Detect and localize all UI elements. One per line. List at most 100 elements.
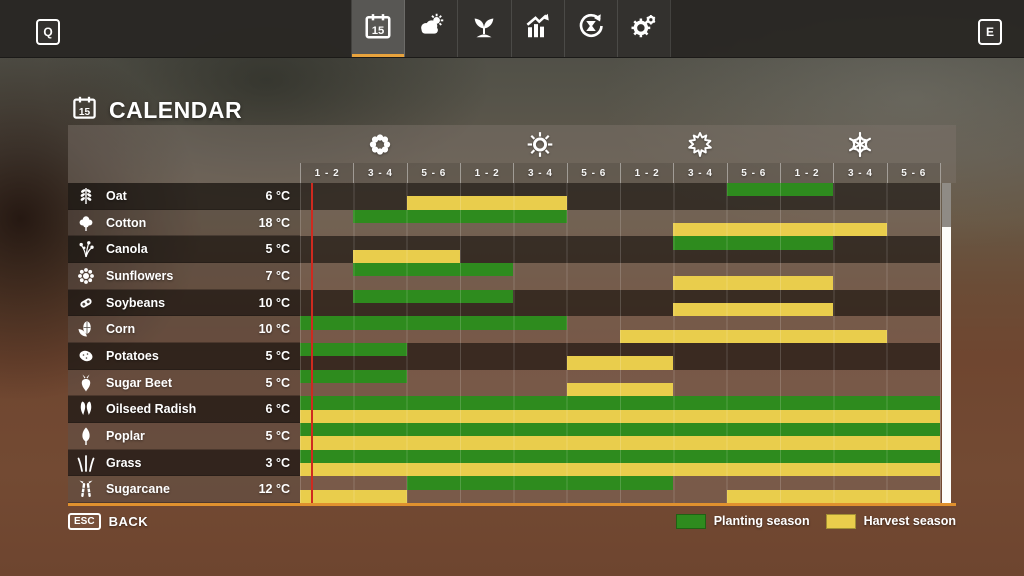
planting-season-bar xyxy=(726,183,834,197)
month-label: 5 - 6 xyxy=(886,163,940,183)
harvest-season-bar xyxy=(406,196,567,210)
sunflower-icon xyxy=(74,264,98,288)
scrollbar[interactable] xyxy=(942,183,951,503)
tab-crop-rotation[interactable] xyxy=(564,0,618,57)
crop-name: Oilseed Radish xyxy=(106,402,197,417)
corn-icon xyxy=(74,317,98,341)
crop-season-lane xyxy=(300,423,940,450)
crop-season-lane xyxy=(300,183,940,210)
harvest-season-bar xyxy=(673,276,834,290)
sugar-beet-icon xyxy=(74,371,98,395)
harvest-season-bar xyxy=(300,489,407,504)
crop-label: Oat 6 °C xyxy=(68,183,300,210)
planting-season-bar xyxy=(353,289,514,304)
tab-calendar[interactable]: 15 xyxy=(352,0,406,57)
crop-row: Soybeans 10 °C xyxy=(68,289,940,317)
top-bar: Q 15 E xyxy=(0,0,1024,58)
footer-bar: ESC BACK Planting season Harvest season xyxy=(68,509,956,533)
crop-name: Soybeans xyxy=(106,295,166,310)
crop-min-temperature: 12 °C xyxy=(258,482,290,497)
crop-label: Sugarcane 12 °C xyxy=(68,476,300,504)
crop-row: Canola 5 °C xyxy=(68,236,940,264)
crop-season-lane xyxy=(300,209,940,237)
crop-season-lane xyxy=(300,369,940,397)
crop-name: Sugarcane xyxy=(106,482,170,497)
crop-min-temperature: 5 °C xyxy=(265,242,290,257)
tab-weather[interactable] xyxy=(405,0,459,57)
panel-bottom-border xyxy=(68,503,956,506)
crop-min-temperature: 10 °C xyxy=(258,322,290,337)
crop-name: Grass xyxy=(106,455,142,470)
crop-label: Canola 5 °C xyxy=(68,236,300,264)
planting-season-bar xyxy=(300,316,567,330)
potato-icon xyxy=(74,344,98,368)
crop-min-temperature: 10 °C xyxy=(258,295,290,310)
harvest-season-bar xyxy=(566,383,674,397)
crop-row: Oat 6 °C xyxy=(68,183,940,210)
oat-icon xyxy=(74,184,98,208)
crop-season-lane xyxy=(300,476,940,504)
back-label: BACK xyxy=(108,513,149,529)
snowflake-icon xyxy=(846,130,875,164)
crop-row: Sugarcane 12 °C xyxy=(68,476,940,504)
key-hint-e[interactable]: E xyxy=(978,19,1002,45)
crop-name: Canola xyxy=(106,242,148,257)
flower-icon xyxy=(366,130,395,164)
legend-swatch xyxy=(675,513,706,529)
current-date-line xyxy=(311,183,313,506)
tab-crops[interactable] xyxy=(458,0,512,57)
planting-season-bar xyxy=(300,369,407,384)
crop-row: Grass 3 °C xyxy=(68,449,940,477)
legend-label: Planting season xyxy=(713,514,810,528)
crop-min-temperature: 6 °C xyxy=(265,402,290,417)
month-label: 3 - 4 xyxy=(513,163,566,183)
page-header: 15 CALENDAR xyxy=(71,94,242,126)
month-label: 3 - 4 xyxy=(833,163,886,183)
sun-icon xyxy=(526,130,555,164)
crop-season-lane xyxy=(300,316,940,344)
key-hint-q-label: Q xyxy=(43,25,53,39)
crop-row: Potatoes 5 °C xyxy=(68,343,940,370)
crop-rotation-icon xyxy=(576,11,606,46)
key-hint-e-label: E xyxy=(985,25,994,39)
planting-season-bar xyxy=(673,236,834,250)
crop-season-lane xyxy=(300,396,940,424)
crop-label: Oilseed Radish 6 °C xyxy=(68,396,300,424)
crop-label: Soybeans 10 °C xyxy=(68,289,300,317)
planting-season-bar xyxy=(353,263,514,277)
planting-season-bar xyxy=(300,423,940,437)
seedling-icon xyxy=(469,11,499,46)
planting-season-bar xyxy=(353,209,567,223)
crop-season-lane xyxy=(300,289,940,317)
month-label: 5 - 6 xyxy=(406,163,460,183)
grass-icon xyxy=(74,451,98,475)
month-label: 3 - 4 xyxy=(673,163,726,183)
crop-row: Sunflowers 7 °C xyxy=(68,263,940,290)
month-label: 1 - 2 xyxy=(300,163,353,183)
crop-season-lane xyxy=(300,236,940,263)
crop-row: Sugar Beet 5 °C xyxy=(68,369,940,397)
harvest-season-bar xyxy=(673,303,834,317)
scrollbar-thumb[interactable] xyxy=(942,227,951,503)
harvest-season-bar xyxy=(726,489,940,504)
legend-label: Harvest season xyxy=(863,514,956,528)
weather-icon xyxy=(416,11,446,46)
autumn-leaf-icon xyxy=(686,130,715,164)
back-button[interactable]: ESC BACK xyxy=(68,512,149,530)
crop-season-lane xyxy=(300,343,940,370)
crop-label: Sunflowers 7 °C xyxy=(68,263,300,290)
harvest-season-bar xyxy=(566,356,674,370)
calendar-icon: 15 xyxy=(363,11,393,46)
poplar-icon xyxy=(74,424,98,448)
tab-statistics[interactable] xyxy=(511,0,565,57)
key-hint-q[interactable]: Q xyxy=(36,19,60,45)
crop-min-temperature: 7 °C xyxy=(265,268,290,283)
harvest-season-bar xyxy=(673,223,887,237)
tab-settings[interactable] xyxy=(617,0,671,57)
crop-label: Poplar 5 °C xyxy=(68,423,300,450)
harvest-season-bar xyxy=(620,329,887,344)
svg-text:15: 15 xyxy=(79,107,91,118)
crop-label: Grass 3 °C xyxy=(68,449,300,477)
month-label: 5 - 6 xyxy=(566,163,620,183)
